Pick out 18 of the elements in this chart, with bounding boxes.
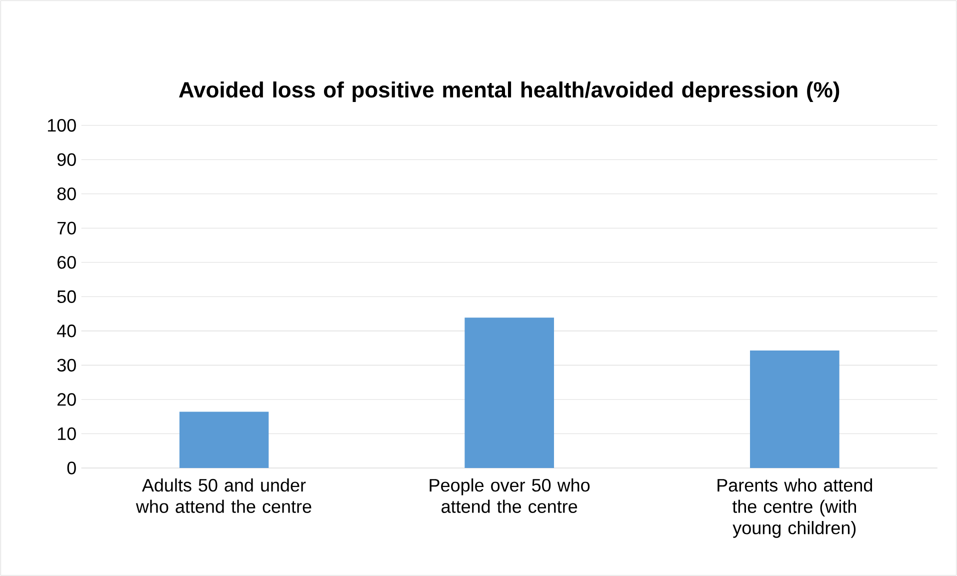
bar	[464, 318, 554, 468]
y-tick-label: 40	[57, 324, 76, 338]
chart-title: Avoided loss of positive mental health/avoided depression (%)	[179, 81, 840, 102]
y-tick-label: 80	[57, 187, 76, 200]
y-tick-label: 60	[58, 256, 76, 269]
x-tick-label: People over 50 who attend the centre	[430, 478, 590, 513]
y-tick-label: 20	[58, 393, 76, 406]
x-tick-label: Adults 50 and under who attend the centre	[136, 478, 312, 513]
y-tick-label: 50	[57, 290, 76, 304]
y-tick-label: 90	[57, 153, 76, 166]
y-tick-label: 10	[58, 427, 76, 440]
y-tick-label: 70	[58, 222, 76, 234]
y-tick-label: 0	[67, 462, 76, 474]
x-tick-label: Parents who attend the centre (with young children)	[718, 478, 872, 538]
bar	[179, 412, 269, 468]
bar	[750, 350, 840, 468]
y-tick-label: 30	[57, 358, 76, 372]
y-tick-label: 100	[48, 118, 76, 132]
